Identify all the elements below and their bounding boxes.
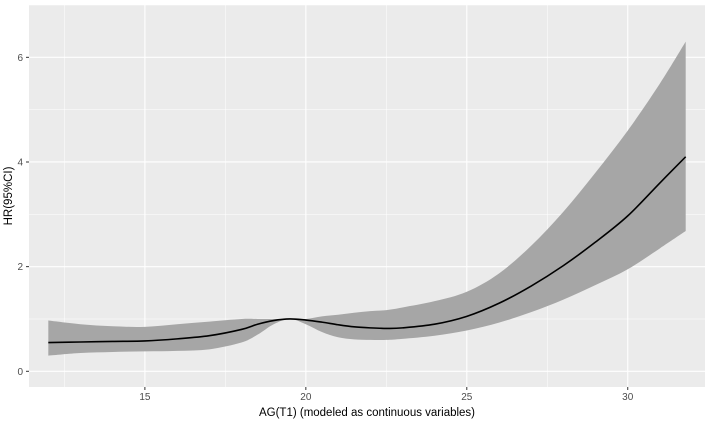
y-tick-label: 6 — [17, 53, 23, 64]
x-axis-title: AG(T1) (modeled as continuous variables) — [259, 407, 475, 419]
y-tick-label: 2 — [17, 262, 23, 273]
y-axis: 0 2 4 6 — [17, 53, 29, 378]
x-axis: 15 20 25 30 — [139, 387, 634, 403]
confidence-interval-ribbon — [48, 41, 686, 356]
y-axis-title: HR(95%CI) — [3, 166, 15, 225]
x-tick-label: 15 — [139, 392, 151, 403]
hazard-ratio-line — [48, 156, 687, 344]
x-tick-label: 30 — [622, 392, 634, 403]
x-tick-label: 20 — [300, 392, 312, 403]
x-tick-label: 25 — [461, 392, 473, 403]
y-tick-label: 4 — [17, 157, 23, 168]
y-tick-label: 0 — [17, 367, 23, 378]
